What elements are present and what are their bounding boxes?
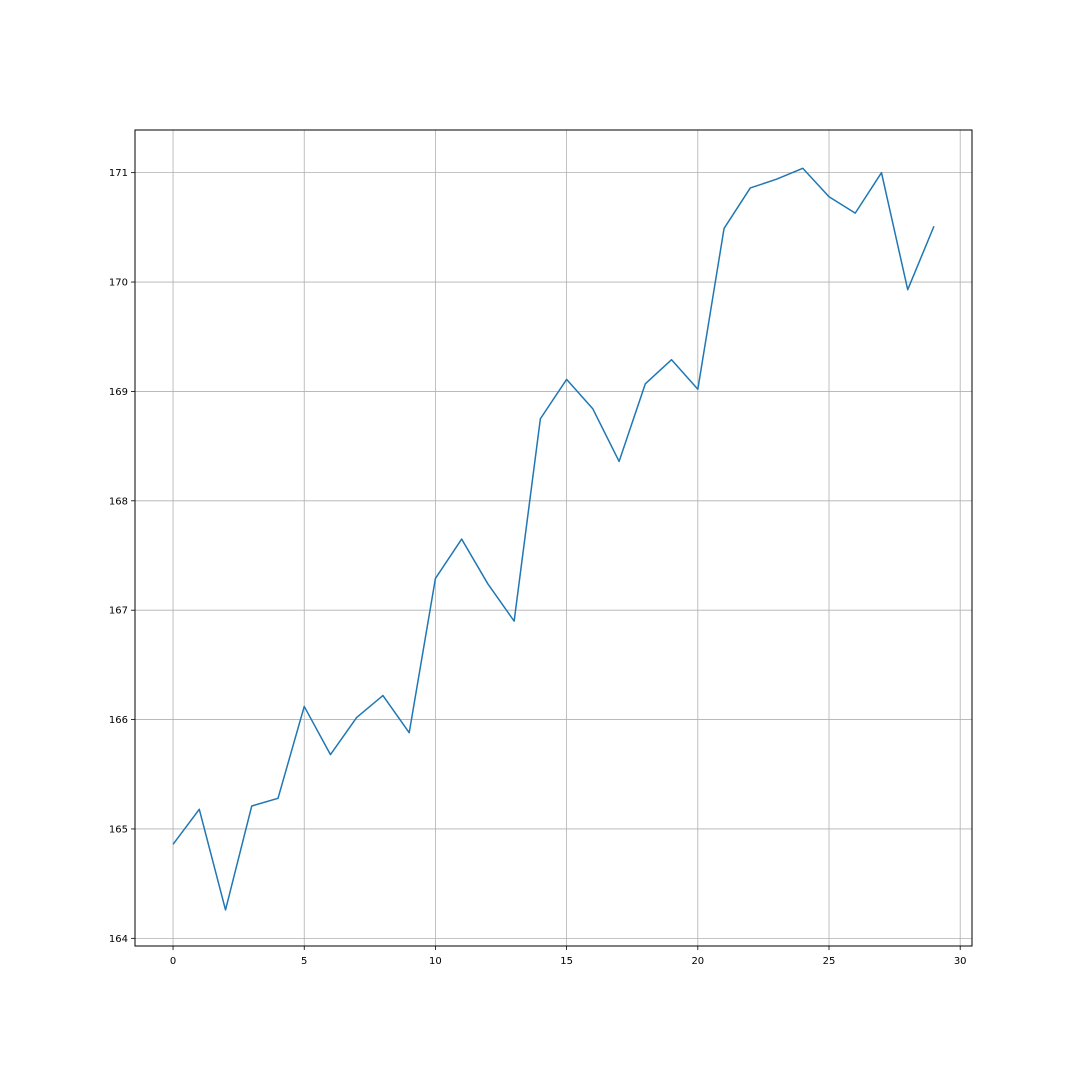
y-axis-ticks: 164 165 166 167 168 169 170 171 — [109, 168, 135, 945]
y-tick-label: 164 — [109, 934, 128, 945]
x-axis-ticks: 0 5 10 15 20 25 30 — [170, 946, 967, 967]
y-tick-label: 166 — [109, 715, 128, 726]
x-tick-label: 25 — [823, 956, 836, 967]
x-gridlines — [172, 130, 961, 946]
y-tick-label: 170 — [109, 278, 128, 289]
y-tick-label: 169 — [109, 387, 128, 398]
series-line — [172, 167, 935, 911]
x-tick-label: 30 — [954, 956, 967, 967]
x-tick-label: 10 — [429, 956, 442, 967]
x-tick-label: 5 — [301, 956, 307, 967]
y-tick-label: 168 — [109, 496, 128, 507]
axes-frame — [134, 129, 973, 947]
y-tick-label: 171 — [109, 168, 128, 179]
x-tick-label: 0 — [170, 956, 176, 967]
x-tick-label: 15 — [560, 956, 573, 967]
x-tick-label: 20 — [691, 956, 704, 967]
y-gridlines — [135, 172, 972, 939]
y-tick-label: 165 — [109, 824, 128, 835]
y-tick-label: 167 — [109, 606, 128, 617]
